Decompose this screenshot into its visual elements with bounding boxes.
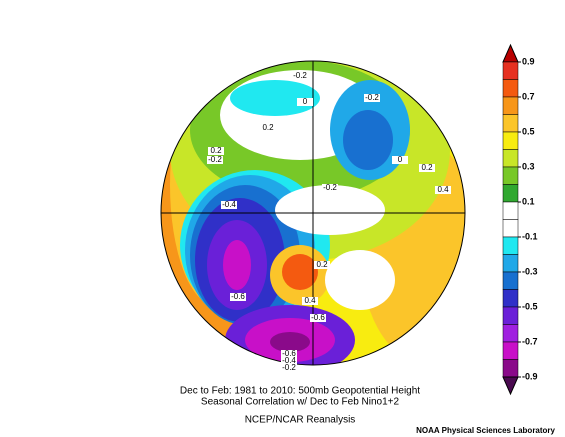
- colorbar-arrow: [502, 43, 519, 63]
- colorbar-band: [502, 201, 519, 220]
- colorbar-label: 0.7: [522, 91, 535, 101]
- title: Dec to Feb: 1981 to 2010: 500mb Geopoten…: [180, 386, 420, 397]
- colorbar-band: [502, 166, 519, 185]
- contour-label-bg: [281, 357, 297, 365]
- title: Seasonal Correlation w/ Dec to Feb Nino1…: [201, 397, 400, 408]
- contour-label: -0.2: [293, 71, 307, 80]
- colorbar-band: [502, 114, 519, 133]
- colorbar-label: 0.9: [522, 56, 535, 66]
- map-border: [160, 60, 466, 366]
- contour-label: 0.2: [262, 123, 274, 132]
- contour-label: -0.2: [208, 155, 222, 164]
- colorbar-band: [502, 149, 519, 168]
- contour-label: 0: [398, 155, 403, 164]
- map: [161, 61, 465, 365]
- colorbar-arrow: [502, 376, 519, 396]
- colorbar-label: -0.3: [522, 266, 538, 276]
- colorbar-label: -0.1: [522, 231, 538, 241]
- contour-label-bg: [314, 261, 330, 269]
- contour-label-bg: [208, 147, 224, 155]
- colorbar-band: [502, 236, 519, 255]
- contour-label-bg: [419, 164, 435, 172]
- colorbar-band: [502, 254, 519, 273]
- contour-label: -0.4: [282, 356, 296, 365]
- contour-label-bg: [302, 297, 318, 305]
- contour-label: -0.6: [231, 292, 245, 301]
- contour-label: -0.2: [365, 93, 379, 102]
- colorbar-band: [502, 184, 519, 203]
- contour-label: -0.6: [282, 349, 296, 358]
- colorbar-label: -0.7: [522, 336, 538, 346]
- colorbar-band: [502, 289, 519, 308]
- contour-label-bg: [281, 350, 297, 358]
- contour-label: 0.2: [210, 146, 222, 155]
- colorbar-label: -0.5: [522, 301, 538, 311]
- contour-label: -0.2: [323, 183, 337, 192]
- colorbar-label: 0.3: [522, 161, 535, 171]
- colorbar-band: [502, 341, 519, 360]
- contour-label-bg: [230, 293, 246, 301]
- contour-label-bg: [260, 124, 276, 132]
- contour-label-bg: [310, 314, 326, 322]
- contour-label: 0.4: [304, 296, 316, 305]
- contour-label-bg: [281, 364, 297, 372]
- contour-label: 0.2: [421, 163, 433, 172]
- contour-label: 0.4: [437, 185, 449, 194]
- contour-label: 0.2: [316, 260, 328, 269]
- contour-label: -0.6: [311, 313, 325, 322]
- contour-label: 0: [303, 97, 308, 106]
- colorbar-label: -0.9: [522, 371, 538, 381]
- colorbar-band: [502, 131, 519, 150]
- colorbar-band: [502, 96, 519, 115]
- colorbar-band: [502, 271, 519, 290]
- colorbar-band: [502, 61, 519, 80]
- contour-label-bg: [364, 94, 380, 102]
- contour-label: -0.4: [222, 200, 236, 209]
- contour-label-bg: [322, 184, 338, 192]
- contour-label-bg: [297, 98, 313, 106]
- colorbar-label: 0.5: [522, 126, 535, 136]
- contour-label-bg: [221, 201, 237, 209]
- credit: NOAA Physical Sciences Laboratory: [416, 426, 555, 435]
- colorbar-band: [502, 306, 519, 325]
- subtitle: NCEP/NCAR Reanalysis: [245, 415, 356, 426]
- colorbar-band: [502, 219, 519, 238]
- contour-label-bg: [207, 156, 223, 164]
- colorbar-band: [502, 324, 519, 343]
- contour-label-bg: [435, 186, 451, 194]
- colorbar-band: [502, 359, 519, 378]
- contour-label-bg: [292, 72, 308, 80]
- contour-label-bg: [392, 156, 408, 164]
- contour-label: -0.2: [282, 363, 296, 372]
- colorbar-label: 0.1: [522, 196, 535, 206]
- colorbar-band: [502, 79, 519, 98]
